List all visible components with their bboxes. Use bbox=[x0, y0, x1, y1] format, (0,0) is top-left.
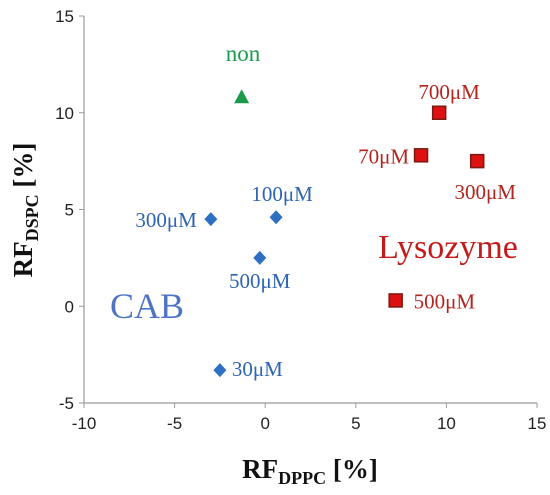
x-tick-label: 10 bbox=[437, 414, 456, 433]
axes bbox=[79, 15, 538, 408]
cab-marker bbox=[204, 212, 218, 227]
cab-marker bbox=[253, 250, 267, 265]
y-axis-title: RFDSPC [%] bbox=[8, 143, 42, 278]
y-tick-label: 10 bbox=[55, 104, 74, 123]
non-group-label: non bbox=[226, 41, 261, 66]
lysozyme-marker bbox=[469, 153, 485, 169]
lysozyme-marker bbox=[388, 293, 403, 308]
point-labels: 300μM 100μM 500μM 30μM 700μM 70μM 300μM 500μM bbox=[135, 80, 516, 381]
cab-group-label: CAB bbox=[110, 286, 184, 326]
y-tick-label: 0 bbox=[65, 297, 74, 316]
y-tick-label: 15 bbox=[55, 7, 74, 26]
point-label: 500μM bbox=[414, 289, 476, 313]
cab-marker bbox=[213, 363, 227, 378]
x-tick-label: 5 bbox=[351, 414, 360, 433]
x-axis-title: RFDPPC [%] bbox=[242, 454, 378, 488]
lysozyme-marker bbox=[431, 105, 447, 120]
x-tick-label: 0 bbox=[260, 414, 269, 433]
y-tick-label: -5 bbox=[59, 394, 74, 413]
non-marker bbox=[234, 89, 250, 104]
point-label: 30μM bbox=[232, 357, 283, 381]
data-points bbox=[204, 89, 485, 378]
lysozyme-group-label: Lysozyme bbox=[378, 229, 518, 266]
lysozyme-marker bbox=[413, 148, 429, 163]
point-label: 500μM bbox=[229, 269, 291, 293]
x-tick-label: -10 bbox=[72, 414, 97, 433]
point-label: 70μM bbox=[358, 144, 409, 168]
point-label: 300μM bbox=[135, 208, 197, 232]
point-label: 700μM bbox=[418, 80, 480, 104]
cab-marker bbox=[269, 210, 283, 225]
y-tick-label: 5 bbox=[65, 201, 74, 220]
x-tick-label: -5 bbox=[167, 414, 182, 433]
point-label: 300μM bbox=[454, 180, 516, 204]
point-label: 100μM bbox=[251, 182, 313, 206]
x-tick-label: 15 bbox=[528, 414, 547, 433]
